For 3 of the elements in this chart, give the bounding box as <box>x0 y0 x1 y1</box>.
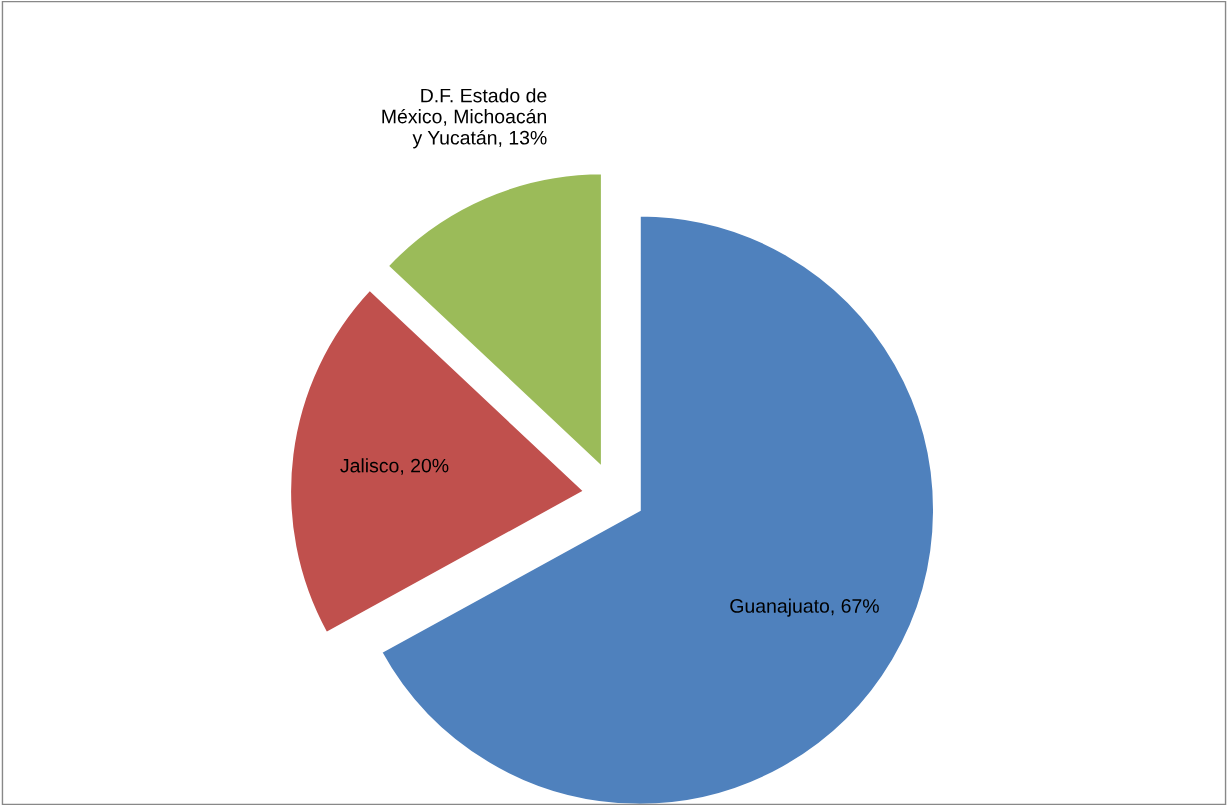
slice-label: Jalisco, 20% <box>340 458 449 475</box>
slice-label: Guanajuato, 67% <box>730 598 879 617</box>
slice-label: D.F. Estado de México, Michoacán y Yucatán, 13% <box>382 88 547 149</box>
